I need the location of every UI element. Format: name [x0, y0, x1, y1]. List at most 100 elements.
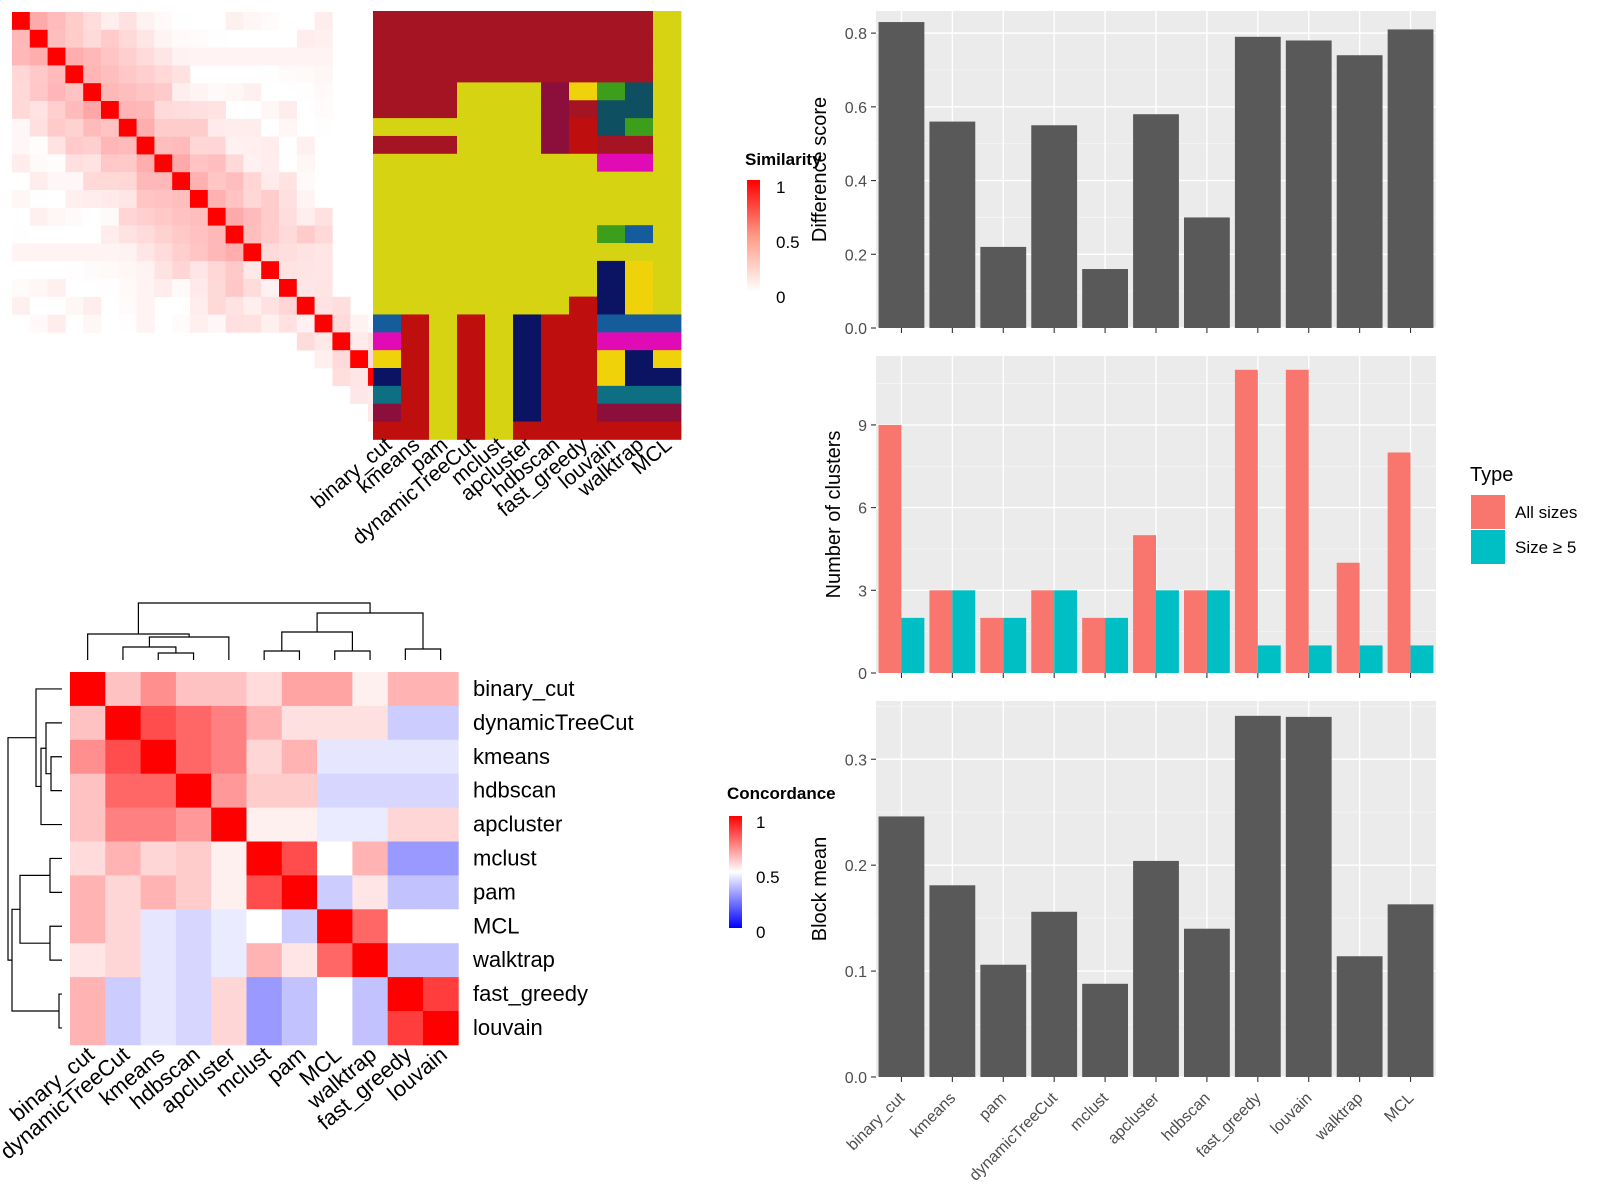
- similarity-cell: [190, 29, 209, 48]
- cluster-cell: [485, 243, 514, 262]
- similarity-cell: [101, 261, 120, 280]
- concordance-cell: [281, 909, 318, 944]
- concordance-cell: [423, 672, 459, 707]
- similarity-cell: [65, 207, 84, 226]
- bar-fast-greedy-size-5: [1257, 645, 1281, 673]
- similarity-cell: [47, 118, 66, 137]
- similarity-cell: [207, 190, 226, 209]
- cluster-cell: [513, 350, 542, 369]
- dendrogram-branch: [316, 612, 424, 649]
- bar-hdbscan-size-5: [1206, 590, 1230, 673]
- similarity-cell: [279, 261, 298, 280]
- cluster-cell: [653, 100, 682, 119]
- bar-binary-cut: [878, 22, 925, 329]
- legend-label-all-sizes: All sizes: [1515, 503, 1577, 522]
- cluster-cell: [429, 135, 458, 155]
- cluster-cell: [513, 64, 542, 83]
- cluster-cell: [597, 243, 626, 262]
- y-axis-title: Block mean: [809, 837, 831, 942]
- similarity-cell: [154, 101, 173, 120]
- similarity-cell: [243, 243, 262, 262]
- similarity-cell: [154, 12, 173, 31]
- similarity-cell: [207, 207, 226, 226]
- cluster-cell: [513, 11, 542, 30]
- bar-hdbscan: [1184, 217, 1230, 328]
- cluster-cell: [429, 28, 458, 48]
- cluster-cell: [457, 385, 486, 405]
- similarity-cell: [154, 243, 173, 262]
- cluster-cell: [401, 11, 430, 30]
- type-legend-title: Type: [1470, 464, 1513, 486]
- concordance-cell: [317, 875, 353, 910]
- x-tick-label-mclust: mclust: [1067, 1089, 1112, 1134]
- cluster-cell: [401, 403, 430, 422]
- dendrogram-branch: [404, 648, 442, 660]
- similarity-cell: [29, 101, 48, 120]
- similarity-cell: [279, 279, 298, 298]
- row-dendrogram: [7, 688, 62, 1029]
- cluster-cell: [569, 118, 598, 137]
- cluster-cell: [541, 171, 570, 190]
- similarity-cell: [12, 65, 31, 84]
- similarity-cell: [314, 29, 333, 48]
- cluster-cell: [513, 100, 542, 119]
- similarity-cell: [207, 314, 226, 333]
- concordance-cell: [140, 807, 177, 842]
- cluster-cell: [625, 421, 654, 440]
- x-tick-label-walktrap: walktrap: [1312, 1090, 1367, 1145]
- concordance-cell: [387, 672, 424, 707]
- bar-mcl: [1387, 29, 1434, 328]
- cluster-cell: [541, 296, 570, 315]
- similarity-cell: [118, 190, 137, 209]
- similarity-legend-tick-0: 0: [776, 288, 785, 307]
- similarity-cell: [279, 190, 298, 209]
- block-mean-panel: 0.0 0.1 0.2 0.3 Block mean binary_cut kmeans pa…: [809, 701, 1436, 1184]
- concordance-cell: [105, 739, 141, 775]
- cluster-cell: [429, 118, 458, 137]
- similarity-cell: [172, 314, 191, 333]
- concordance-cell: [70, 909, 106, 944]
- similarity-cell: [279, 118, 298, 137]
- similarity-cell: [154, 279, 173, 298]
- similarity-cell: [136, 29, 155, 48]
- concordance-cell: [423, 705, 459, 741]
- cluster-cell: [457, 82, 486, 101]
- similarity-cell: [243, 261, 262, 280]
- cluster-cell: [429, 153, 458, 173]
- cluster-cell: [429, 46, 458, 65]
- similarity-cell: [29, 154, 48, 173]
- similarity-cell: [65, 190, 84, 209]
- similarity-cell: [154, 207, 173, 226]
- bar-kmeans-all-sizes: [929, 590, 953, 673]
- number-of-clusters-panel: 0 3 6 9 Number of clusters: [823, 356, 1436, 683]
- similarity-cell: [65, 136, 84, 155]
- cluster-cell: [457, 171, 486, 190]
- cluster-cell: [401, 189, 430, 208]
- similarity-cell: [101, 101, 120, 120]
- cluster-cell: [429, 64, 458, 83]
- x-tick-label-louvain: louvain: [1268, 1090, 1316, 1138]
- concordance-cell: [140, 841, 177, 876]
- concordance-matrix: [70, 672, 459, 1046]
- cluster-cell: [485, 421, 514, 440]
- similarity-cell: [29, 172, 48, 191]
- similarity-cell: [190, 190, 209, 209]
- similarity-cell: [190, 101, 209, 120]
- similarity-cell: [154, 65, 173, 84]
- similarity-cell: [172, 261, 191, 280]
- similarity-cell: [65, 47, 84, 66]
- similarity-cell: [29, 243, 48, 262]
- similarity-cell: [261, 279, 280, 298]
- similarity-cell: [225, 243, 244, 262]
- cluster-cell: [597, 368, 626, 387]
- cluster-cell: [569, 403, 598, 422]
- cluster-cell: [653, 153, 682, 173]
- similarity-cell: [207, 261, 226, 280]
- cluster-cell: [457, 135, 486, 155]
- cluster-cell: [653, 368, 682, 387]
- concordance-cell: [105, 1011, 141, 1046]
- similarity-cell: [225, 261, 244, 280]
- similarity-cell: [314, 207, 333, 226]
- cluster-cell: [625, 278, 654, 297]
- similarity-cell: [118, 314, 137, 333]
